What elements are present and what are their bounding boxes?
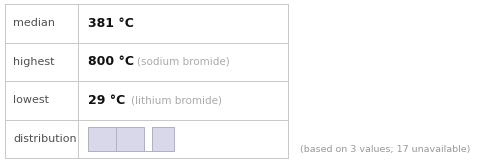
Bar — [116, 127, 144, 151]
Text: 381 °C: 381 °C — [88, 17, 134, 30]
Text: 800 °C: 800 °C — [88, 55, 134, 68]
Text: (lithium bromide): (lithium bromide) — [131, 95, 221, 105]
Text: highest: highest — [13, 57, 55, 67]
Bar — [88, 127, 116, 151]
Text: (sodium bromide): (sodium bromide) — [137, 57, 229, 67]
Text: lowest: lowest — [13, 95, 49, 105]
Text: median: median — [13, 18, 55, 28]
Bar — [152, 127, 174, 151]
Text: distribution: distribution — [13, 134, 77, 144]
Text: (based on 3 values; 17 unavailable): (based on 3 values; 17 unavailable) — [300, 145, 469, 154]
Text: 29 °C: 29 °C — [88, 94, 125, 107]
